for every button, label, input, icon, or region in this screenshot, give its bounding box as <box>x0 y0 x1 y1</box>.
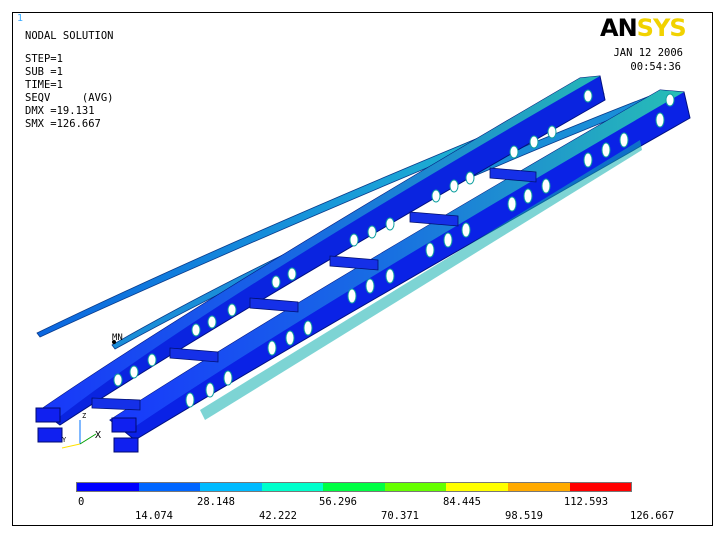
legend-band-9 <box>569 483 632 491</box>
step-line: STEP=1 <box>25 53 63 65</box>
sub-line: SUB =1 <box>25 66 63 78</box>
legend-label-42222: 42.222 <box>259 510 297 522</box>
result-title: NODAL SOLUTION <box>25 30 114 42</box>
legend-band-2 <box>138 483 201 491</box>
date-label: JAN 12 2006 <box>613 47 683 59</box>
legend-label-84445: 84.445 <box>443 496 481 508</box>
legend-band-1 <box>77 483 139 491</box>
front-rail-holes <box>185 93 675 408</box>
min-marker: MN <box>112 333 123 344</box>
legend-band-4 <box>261 483 324 491</box>
x-axis-label: X <box>95 430 101 441</box>
legend-band-5 <box>323 483 385 491</box>
legend-band-6 <box>384 483 447 491</box>
contour-legend-bar <box>76 482 632 492</box>
front-rail <box>109 89 691 441</box>
legend-label-0: 0 <box>78 496 85 508</box>
legend-label-70371: 70.371 <box>381 510 419 522</box>
time-line: TIME=1 <box>25 79 63 91</box>
axis-triad: X Y Z <box>61 412 101 449</box>
smx-line: SMX =126.667 <box>25 118 101 130</box>
legend-label-112593: 112.593 <box>563 496 609 508</box>
legend-label-56296: 56.296 <box>319 496 357 508</box>
legend-label-14074: 14.074 <box>135 510 173 522</box>
legend-label-98519: 98.519 <box>505 510 543 522</box>
cross-members <box>91 167 537 411</box>
seqv-line: SEQV (AVG) <box>25 92 114 104</box>
legend-label-126667: 126.667 <box>630 510 675 522</box>
back-rail <box>39 75 606 426</box>
legend-band-7 <box>446 483 508 491</box>
z-axis-label: Z <box>82 412 86 420</box>
legend-label-28148: 28.148 <box>197 496 235 508</box>
back-rail-holes <box>113 89 593 387</box>
legend-band-8 <box>507 483 570 491</box>
ansys-logo: ANSYS <box>600 14 687 42</box>
y-axis-label: Y <box>62 436 67 444</box>
dmx-line: DMX =19.131 <box>25 105 95 117</box>
time-label: 00:54:36 <box>630 61 681 73</box>
legend-band-3 <box>200 483 262 491</box>
window-number: 1 <box>17 13 24 24</box>
end-blocks <box>35 407 139 453</box>
mn-label: MN <box>112 333 123 343</box>
